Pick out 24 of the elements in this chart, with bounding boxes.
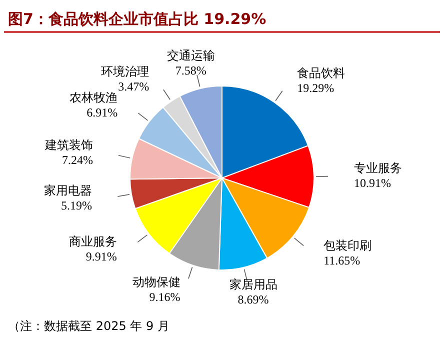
slice-label: 农林牧渔 (70, 90, 118, 105)
data-label: 9.91% (86, 249, 117, 264)
slice-label: 包装印刷 (324, 238, 372, 252)
data-label: 7.24% (62, 152, 94, 167)
data-label: 19.29% (297, 81, 334, 96)
data-label: 5.19% (61, 198, 92, 213)
slice-label: 商业服务 (68, 234, 117, 248)
data-label: 6.91% (86, 106, 118, 120)
slice-label: 食品饮料 (297, 66, 346, 80)
data-label: 7.58% (175, 63, 206, 78)
slice-label: 建筑装饰 (44, 138, 94, 152)
chart-title: 图7：食品饮料企业市值占比 19.29% (8, 10, 266, 28)
data-label: 3.47% (118, 80, 150, 94)
slice-label: 专业服务 (354, 161, 402, 176)
slice-label: 家居用品 (229, 278, 278, 292)
slice-label: 环境治理 (101, 64, 150, 79)
text: （注：数据截至 2025 年 9 月 (8, 319, 170, 333)
slice-label: 家用电器 (44, 184, 92, 198)
slice-label: 交通运输 (166, 48, 215, 62)
slice-label: 动物保健 (132, 274, 180, 289)
data-label: 10.91% (354, 176, 391, 190)
data-label: 9.16% (149, 290, 180, 304)
data-label: 11.65% (324, 253, 360, 268)
data-label: 8.69% (238, 292, 269, 307)
